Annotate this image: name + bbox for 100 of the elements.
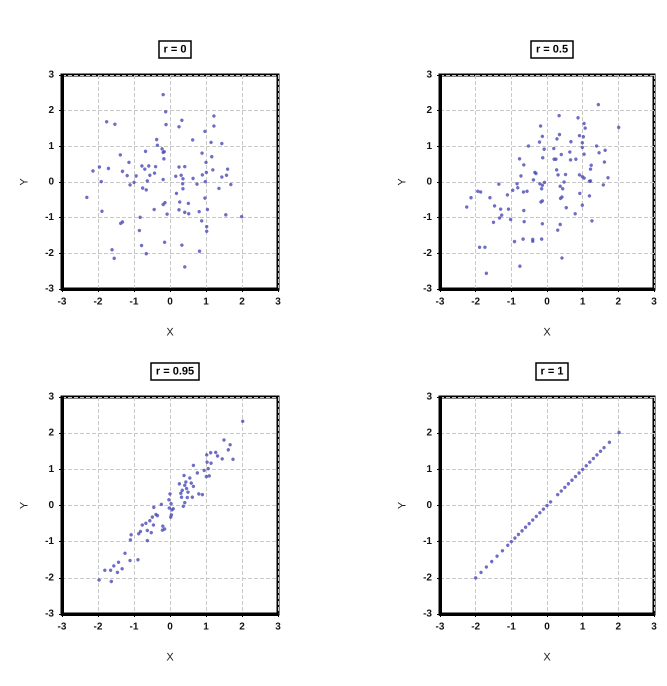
x-tick-label: 1 — [203, 296, 210, 308]
point — [595, 453, 599, 457]
x-tick-label: 1 — [580, 296, 586, 308]
chart-title: r = 1 — [540, 366, 564, 378]
x-tick-label: -1 — [506, 622, 516, 632]
y-axis-title: Y — [18, 501, 30, 510]
y-tick-label: 2 — [48, 105, 54, 116]
y-tick-label: -1 — [45, 536, 54, 548]
point — [500, 548, 504, 552]
y-tick-label: -2 — [423, 248, 432, 259]
x-tick-label: -3 — [58, 296, 67, 308]
y-tick-label: -2 — [423, 572, 432, 584]
y-tick-label: 2 — [48, 428, 54, 439]
y-tick-label: -1 — [45, 212, 54, 224]
point — [542, 507, 546, 511]
x-tick-label: -2 — [94, 296, 103, 308]
y-tick-label: 1 — [426, 140, 432, 152]
point — [560, 489, 564, 493]
x-tick-label: -3 — [436, 622, 445, 632]
point — [598, 450, 602, 453]
x-tick-label: -1 — [506, 296, 516, 308]
point — [563, 486, 567, 490]
x-tick-label: -2 — [471, 622, 481, 632]
x-tick-label: 0 — [544, 622, 550, 632]
x-tick-label: 2 — [239, 622, 246, 632]
x-tick-label: -1 — [130, 622, 139, 632]
y-tick-label: 1 — [48, 464, 54, 475]
point — [530, 518, 534, 522]
y-tick-label: 1 — [426, 464, 432, 475]
point — [527, 522, 531, 526]
y-axis-title: Y — [396, 501, 408, 510]
y-tick-label: 3 — [426, 392, 432, 402]
x-axis-title: X — [543, 652, 552, 664]
x-tick-label: 0 — [167, 296, 174, 308]
x-tick-label: 1 — [580, 622, 586, 632]
y-tick-label: 0 — [426, 176, 432, 188]
x-axis-title: X — [166, 652, 174, 664]
point — [474, 576, 478, 580]
y-tick-label: 3 — [48, 392, 54, 402]
point — [577, 471, 581, 475]
y-tick-label: 0 — [48, 176, 54, 188]
x-tick-label: -3 — [58, 622, 67, 632]
y-tick-label: -1 — [423, 536, 432, 548]
point — [520, 529, 524, 533]
y-tick-label: 2 — [426, 428, 432, 439]
y-axis-title: Y — [396, 178, 408, 186]
point — [534, 514, 538, 518]
y-tick-label: 0 — [426, 500, 432, 511]
point — [584, 464, 588, 468]
point — [490, 560, 494, 564]
y-tick-label: -3 — [423, 608, 432, 620]
chart-title: r = 0.95 — [156, 366, 194, 378]
y-tick-label: 3 — [426, 70, 432, 80]
point — [592, 456, 596, 460]
y-tick-label: 3 — [48, 70, 54, 80]
point — [516, 532, 520, 536]
y-axis-title: Y — [18, 178, 30, 186]
point — [602, 446, 606, 450]
x-tick-label: 2 — [616, 622, 622, 632]
point — [538, 510, 542, 514]
point — [588, 460, 592, 464]
point — [506, 544, 510, 548]
y-tick-label: -3 — [45, 608, 54, 620]
x-axis-title: X — [543, 326, 552, 338]
x-tick-label: 3 — [275, 622, 282, 632]
x-tick-label: 0 — [544, 296, 550, 308]
y-tick-label: 1 — [48, 140, 54, 152]
point — [510, 540, 514, 544]
x-tick-label: 1 — [203, 622, 210, 632]
point — [548, 500, 552, 504]
y-tick-label: -2 — [45, 248, 54, 259]
x-tick-label: -1 — [130, 296, 139, 308]
point — [570, 478, 574, 482]
y-tick-label: 0 — [48, 500, 54, 511]
point — [524, 525, 528, 529]
x-axis-title: X — [166, 326, 174, 338]
point — [556, 492, 560, 496]
y-tick-label: -1 — [423, 212, 432, 224]
x-tick-label: 2 — [616, 296, 622, 308]
x-tick-label: -3 — [436, 296, 445, 308]
y-tick-label: 2 — [426, 105, 432, 116]
point — [566, 482, 570, 486]
point — [608, 440, 612, 444]
x-tick-label: -2 — [94, 622, 103, 632]
x-tick-label: 3 — [275, 296, 282, 308]
point — [580, 468, 584, 472]
point — [495, 554, 499, 558]
y-tick-label: -2 — [45, 572, 54, 584]
chart-title: r = 0 — [164, 44, 186, 56]
point — [513, 536, 517, 540]
x-tick-label: 3 — [651, 622, 658, 632]
point — [479, 570, 483, 574]
point — [484, 565, 488, 569]
x-tick-label: 2 — [239, 296, 246, 308]
y-tick-label: -3 — [423, 284, 432, 294]
x-tick-label: 3 — [651, 296, 658, 308]
x-tick-label: -2 — [471, 296, 481, 308]
y-tick-label: -3 — [45, 284, 54, 294]
x-tick-label: 0 — [167, 622, 174, 632]
point — [617, 430, 621, 434]
